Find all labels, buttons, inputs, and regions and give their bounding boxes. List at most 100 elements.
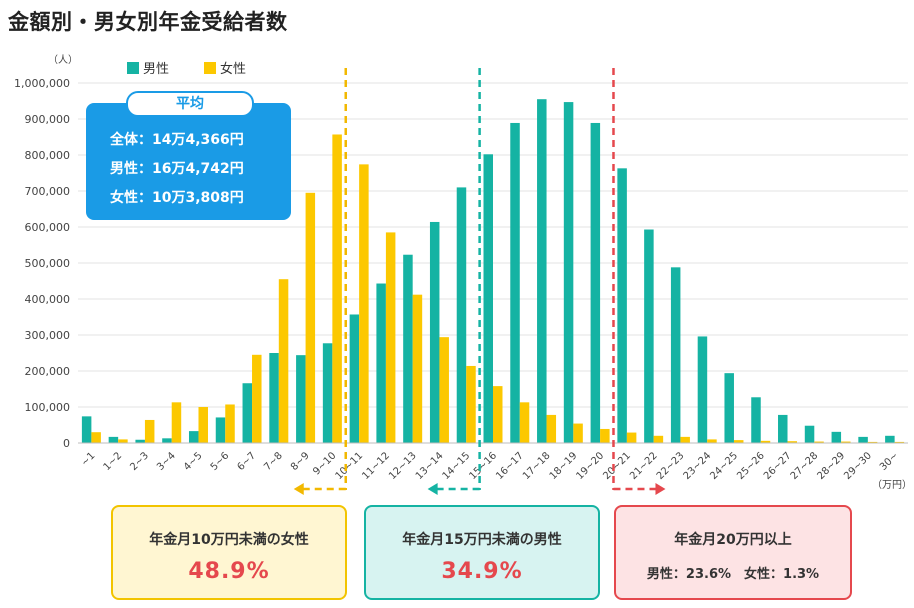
bar-male bbox=[644, 229, 654, 443]
callout-male-under15: 年金月15万円未満の男性 34.9% bbox=[364, 505, 600, 600]
callout-male-under15-value: 34.9% bbox=[441, 559, 523, 584]
average-total: 全体：14万4,366円 bbox=[110, 132, 244, 148]
bar-male bbox=[697, 336, 708, 443]
x-tick-label: 1~2 bbox=[102, 450, 125, 473]
x-tick-label: 5~6 bbox=[209, 450, 232, 473]
bar-male bbox=[483, 154, 493, 443]
bar-female bbox=[493, 386, 503, 443]
x-tick-label: 29~30 bbox=[842, 450, 874, 482]
bar-male bbox=[349, 314, 360, 443]
y-tick-label: 0 bbox=[63, 437, 70, 450]
x-tick-label: 23~24 bbox=[682, 450, 714, 482]
x-tick-label: 6~7 bbox=[235, 450, 258, 473]
bar-male bbox=[858, 436, 868, 443]
bar-male bbox=[242, 383, 253, 443]
page-title: 金額別・男女別年金受給者数 bbox=[8, 10, 288, 34]
bar-male bbox=[162, 438, 172, 443]
bar-male bbox=[724, 373, 734, 443]
y-tick-label: 400,000 bbox=[25, 293, 71, 306]
x-tick-label: 13~14 bbox=[414, 450, 446, 482]
bar-male bbox=[135, 439, 145, 443]
callout-over20-label: 年金月20万円以上 bbox=[674, 532, 792, 548]
legend-label: 男性 bbox=[143, 62, 169, 77]
x-tick-label: 20~21 bbox=[601, 450, 633, 482]
x-tick-label: 24~25 bbox=[708, 450, 740, 482]
x-axis-label: （万円） bbox=[872, 479, 912, 491]
x-tick-label: 28~29 bbox=[815, 450, 847, 482]
average-female: 女性：10万3,808円 bbox=[110, 190, 244, 206]
bar-male bbox=[188, 431, 199, 443]
bar-male bbox=[403, 254, 413, 443]
bar-female bbox=[412, 294, 423, 443]
x-tick-label: 15~16 bbox=[467, 450, 499, 482]
bar-female bbox=[118, 439, 128, 443]
bar-male bbox=[537, 99, 547, 443]
bar-female bbox=[626, 432, 637, 443]
bar-female bbox=[385, 232, 396, 443]
callout-over20-sub: 男性：23.6% 女性：1.3% bbox=[646, 567, 820, 582]
bar-female bbox=[225, 404, 235, 443]
x-tick-label: 8~9 bbox=[289, 450, 312, 473]
bar-female bbox=[198, 407, 208, 443]
y-tick-label: 200,000 bbox=[25, 365, 71, 378]
x-tick-label: 11~12 bbox=[360, 450, 392, 482]
y-tick-label: 600,000 bbox=[25, 221, 71, 234]
bar-female bbox=[814, 441, 824, 443]
x-tick-label: 27~28 bbox=[789, 450, 821, 482]
bar-female bbox=[332, 134, 342, 444]
bar-male bbox=[510, 122, 520, 444]
y-tick-label: 300,000 bbox=[25, 329, 71, 342]
legend-swatch bbox=[204, 62, 216, 74]
bar-female bbox=[894, 441, 905, 443]
bar-male bbox=[885, 435, 895, 443]
bar-male bbox=[296, 355, 306, 443]
x-tick-label: 22~23 bbox=[655, 450, 687, 482]
x-tick-label: 18~19 bbox=[548, 450, 580, 482]
threshold-arrow-head bbox=[655, 483, 666, 495]
legend-swatch bbox=[127, 62, 139, 74]
bar-male bbox=[804, 425, 815, 443]
x-tick-label: 7~8 bbox=[262, 450, 285, 473]
x-tick-label: 2~3 bbox=[128, 450, 151, 473]
bar-male bbox=[269, 353, 279, 443]
bar-male bbox=[831, 431, 842, 443]
bar-male bbox=[456, 187, 467, 443]
callout-female-under10: 年金月10万円未満の女性 48.9% bbox=[111, 505, 347, 600]
bar-male bbox=[81, 416, 92, 443]
x-tick-label: 10~11 bbox=[334, 450, 366, 482]
x-tick-label: 25~26 bbox=[735, 450, 767, 482]
x-tick-label: 16~17 bbox=[494, 450, 526, 482]
bar-female bbox=[278, 279, 289, 443]
average-male: 男性：16万4,742円 bbox=[110, 161, 244, 177]
y-tick-label: 900,000 bbox=[25, 113, 71, 126]
y-tick-label: 1,000,000 bbox=[14, 77, 70, 90]
bar-female bbox=[171, 402, 182, 443]
bar-male bbox=[617, 168, 627, 443]
x-tick-label: 19~20 bbox=[575, 450, 607, 482]
bar-female bbox=[546, 414, 557, 443]
legend-label: 女性 bbox=[220, 61, 246, 77]
x-tick-label: 21~22 bbox=[628, 450, 660, 482]
callout-male-under15-label: 年金月15万円未満の男性 bbox=[402, 532, 562, 548]
bar-male bbox=[590, 122, 601, 444]
bar-male bbox=[670, 267, 681, 443]
bar-female bbox=[707, 439, 717, 443]
bar-female bbox=[573, 423, 583, 443]
callout-female-under10-label: 年金月10万円未満の女性 bbox=[149, 532, 309, 548]
bar-female bbox=[653, 435, 664, 443]
bar-female bbox=[867, 441, 878, 443]
bar-female bbox=[787, 441, 798, 443]
threshold-arrow-head bbox=[293, 483, 304, 495]
bar-male bbox=[215, 417, 226, 443]
bar-female bbox=[252, 354, 262, 443]
bar-female bbox=[519, 402, 530, 443]
bar-male bbox=[108, 436, 119, 443]
x-tick-label: 17~18 bbox=[521, 450, 553, 482]
y-tick-label: 700,000 bbox=[25, 185, 71, 198]
x-tick-label: 4~5 bbox=[182, 450, 205, 473]
bar-female bbox=[841, 441, 851, 443]
x-tick-label: 12~13 bbox=[387, 450, 419, 482]
bar-male bbox=[751, 397, 761, 443]
y-tick-label: 800,000 bbox=[25, 149, 71, 162]
